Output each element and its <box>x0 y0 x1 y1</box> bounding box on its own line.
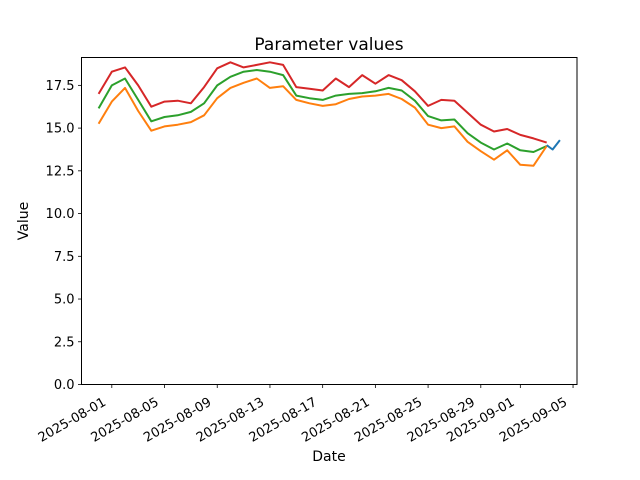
y-tick-label: 12.5 <box>46 164 75 179</box>
chart-title: Parameter values <box>254 35 403 55</box>
x-ticks: 2025-08-012025-08-052025-08-092025-08-13… <box>36 384 574 446</box>
line-param-blue <box>546 139 561 151</box>
y-tick-label: 17.5 <box>46 79 75 94</box>
line-param-orange <box>97 77 548 167</box>
y-tick-label: 10.0 <box>46 207 75 222</box>
y-ticks: 0.0 2.5 5.0 7.5 10.0 12.5 15.0 17.5 <box>46 79 82 393</box>
line-param-red <box>97 61 548 144</box>
x-axis-label: Date <box>312 449 345 465</box>
y-tick-label: 0.0 <box>54 378 75 393</box>
y-tick-label: 15.0 <box>46 122 75 137</box>
series-lines <box>97 61 561 167</box>
y-axis-label: Value <box>16 202 32 240</box>
y-tick-label: 5.0 <box>54 293 75 308</box>
y-tick-label: 2.5 <box>54 335 75 350</box>
plot-border <box>81 57 578 385</box>
line-param-green <box>97 69 548 153</box>
y-tick-label: 7.5 <box>54 250 75 265</box>
